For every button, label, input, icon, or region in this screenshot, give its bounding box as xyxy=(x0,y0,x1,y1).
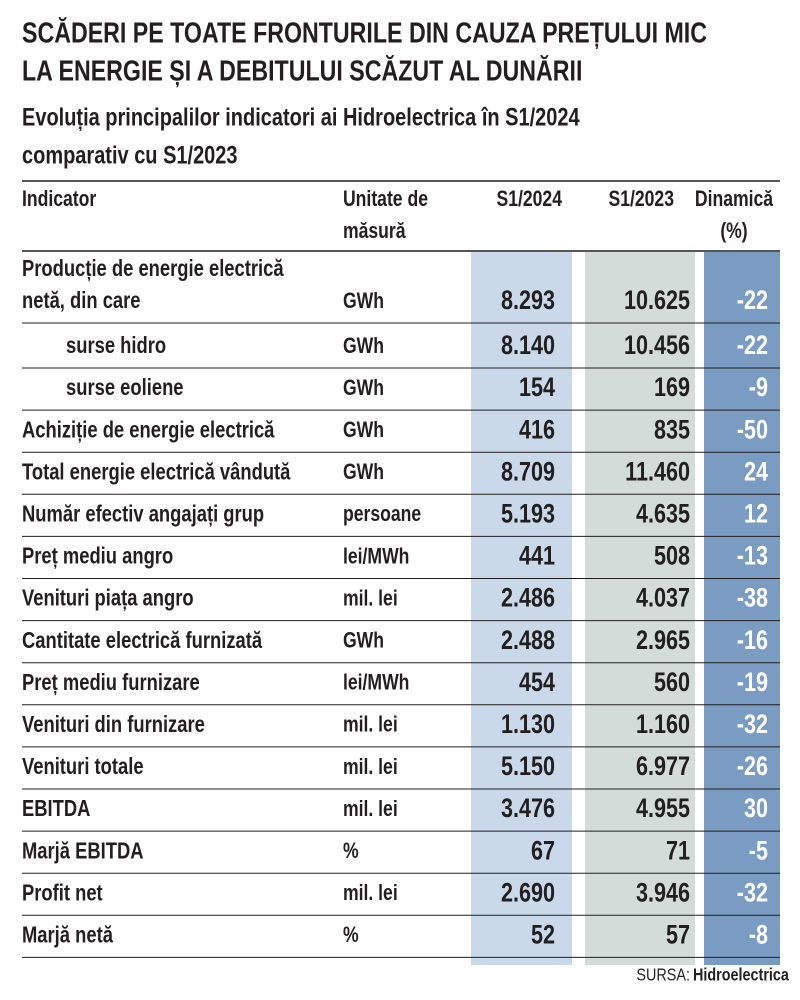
indicator: Marjă netă xyxy=(22,923,113,948)
unit: mil. lei xyxy=(343,797,398,821)
unit: % xyxy=(343,839,359,863)
indicator: surse eoliene xyxy=(66,375,184,400)
subtitle: comparativ cu S1/2023 xyxy=(22,142,238,170)
unit: % xyxy=(343,923,359,947)
header-cell: măsură xyxy=(343,219,406,243)
value: 24 xyxy=(744,457,768,487)
value: -19 xyxy=(737,668,768,698)
value: 10.625 xyxy=(624,286,690,316)
value: 2.486 xyxy=(501,584,555,614)
value: 2.488 xyxy=(501,626,555,656)
source-name: Hidroelectrica xyxy=(693,965,790,985)
unit: lei/MWh xyxy=(343,671,409,695)
value: 5.193 xyxy=(501,499,555,529)
unit: GWh xyxy=(343,334,384,358)
indicator: surse hidro xyxy=(66,333,166,358)
value: 508 xyxy=(654,541,690,571)
unit: GWh xyxy=(343,460,384,484)
value: -32 xyxy=(737,710,768,740)
unit: mil. lei xyxy=(343,881,398,905)
indicator: Preț mediu furnizare xyxy=(22,670,200,695)
value: 154 xyxy=(519,373,555,403)
indicator: Achiziție de energie electrică xyxy=(22,417,275,442)
value: 560 xyxy=(654,668,690,698)
header-cell: S1/2024 xyxy=(496,187,562,211)
indicator: Producție de energie electrică xyxy=(22,256,284,281)
indicator: Cantitate electrică furnizată xyxy=(22,628,262,653)
value: 6.977 xyxy=(636,752,690,782)
value: 8.709 xyxy=(501,457,555,487)
indicator: Număr efectiv angajați grup xyxy=(22,502,264,527)
value: -38 xyxy=(737,584,768,614)
header-cell: Unitate de xyxy=(343,187,428,211)
value: 835 xyxy=(654,415,690,445)
value: 8.140 xyxy=(501,331,555,361)
value: -8 xyxy=(749,920,768,950)
indicator: Venituri piața angro xyxy=(22,586,194,611)
value: 3.476 xyxy=(501,794,555,824)
dynamics-column xyxy=(704,252,780,965)
s1-2023-column xyxy=(585,252,695,965)
value: 2.690 xyxy=(501,878,555,908)
header-cell: (%) xyxy=(720,219,747,243)
value: 5.150 xyxy=(501,752,555,782)
header-cell: Dinamică xyxy=(695,187,774,211)
indicator: Marjă EBITDA xyxy=(22,838,144,863)
value: 441 xyxy=(519,541,555,571)
indicator: netă, din care xyxy=(22,288,141,313)
header-cell: Indicator xyxy=(22,187,96,211)
indicator: Preț mediu angro xyxy=(22,544,173,569)
value: -13 xyxy=(737,541,768,571)
unit: GWh xyxy=(343,418,384,442)
value: 71 xyxy=(666,836,690,866)
value: 4.955 xyxy=(636,794,690,824)
s1-2024-column xyxy=(471,252,572,965)
value: 1.160 xyxy=(636,710,690,740)
source-label: SURSA: xyxy=(636,965,690,985)
value: 67 xyxy=(531,836,555,866)
indicator: Profit net xyxy=(22,880,103,905)
value: 1.130 xyxy=(501,710,555,740)
value: 12 xyxy=(744,499,768,529)
value: -16 xyxy=(737,626,768,656)
value: 2.965 xyxy=(636,626,690,656)
value: 30 xyxy=(744,794,768,824)
value: 3.946 xyxy=(636,878,690,908)
indicator: Venituri din furnizare xyxy=(22,712,205,737)
value: -32 xyxy=(737,878,768,908)
value: 416 xyxy=(519,415,555,445)
indicator: EBITDA xyxy=(22,796,90,821)
unit: persoane xyxy=(343,502,421,526)
unit: mil. lei xyxy=(343,713,398,737)
value: 52 xyxy=(531,920,555,950)
value: -26 xyxy=(737,752,768,782)
unit: GWh xyxy=(343,629,384,653)
value: 4.635 xyxy=(636,499,690,529)
value: -9 xyxy=(749,373,768,403)
value: 4.037 xyxy=(636,584,690,614)
value: -22 xyxy=(737,286,768,316)
unit: mil. lei xyxy=(343,755,398,779)
value: 8.293 xyxy=(501,286,555,316)
indicator: Venituri totale xyxy=(22,754,144,779)
subtitle: Evoluția principalilor indicatori ai Hid… xyxy=(22,104,580,132)
unit: GWh xyxy=(343,289,384,313)
indicator: Total energie electrică vândută xyxy=(22,459,291,484)
value: -22 xyxy=(737,331,768,361)
value: -50 xyxy=(737,415,768,445)
value: 454 xyxy=(519,668,555,698)
unit: mil. lei xyxy=(343,587,398,611)
title: SCĂDERI PE TOATE FRONTURILE DIN CAUZA PR… xyxy=(22,16,707,49)
value: 57 xyxy=(666,920,690,950)
value: 10.456 xyxy=(624,331,690,361)
unit: GWh xyxy=(343,376,384,400)
value: 169 xyxy=(654,373,690,403)
value: 11.460 xyxy=(625,457,690,487)
title: LA ENERGIE ȘI A DEBITULUI SCĂZUT AL DUNĂ… xyxy=(22,54,582,87)
unit: lei/MWh xyxy=(343,545,409,569)
value: -5 xyxy=(749,836,768,866)
header-cell: S1/2023 xyxy=(608,187,674,211)
